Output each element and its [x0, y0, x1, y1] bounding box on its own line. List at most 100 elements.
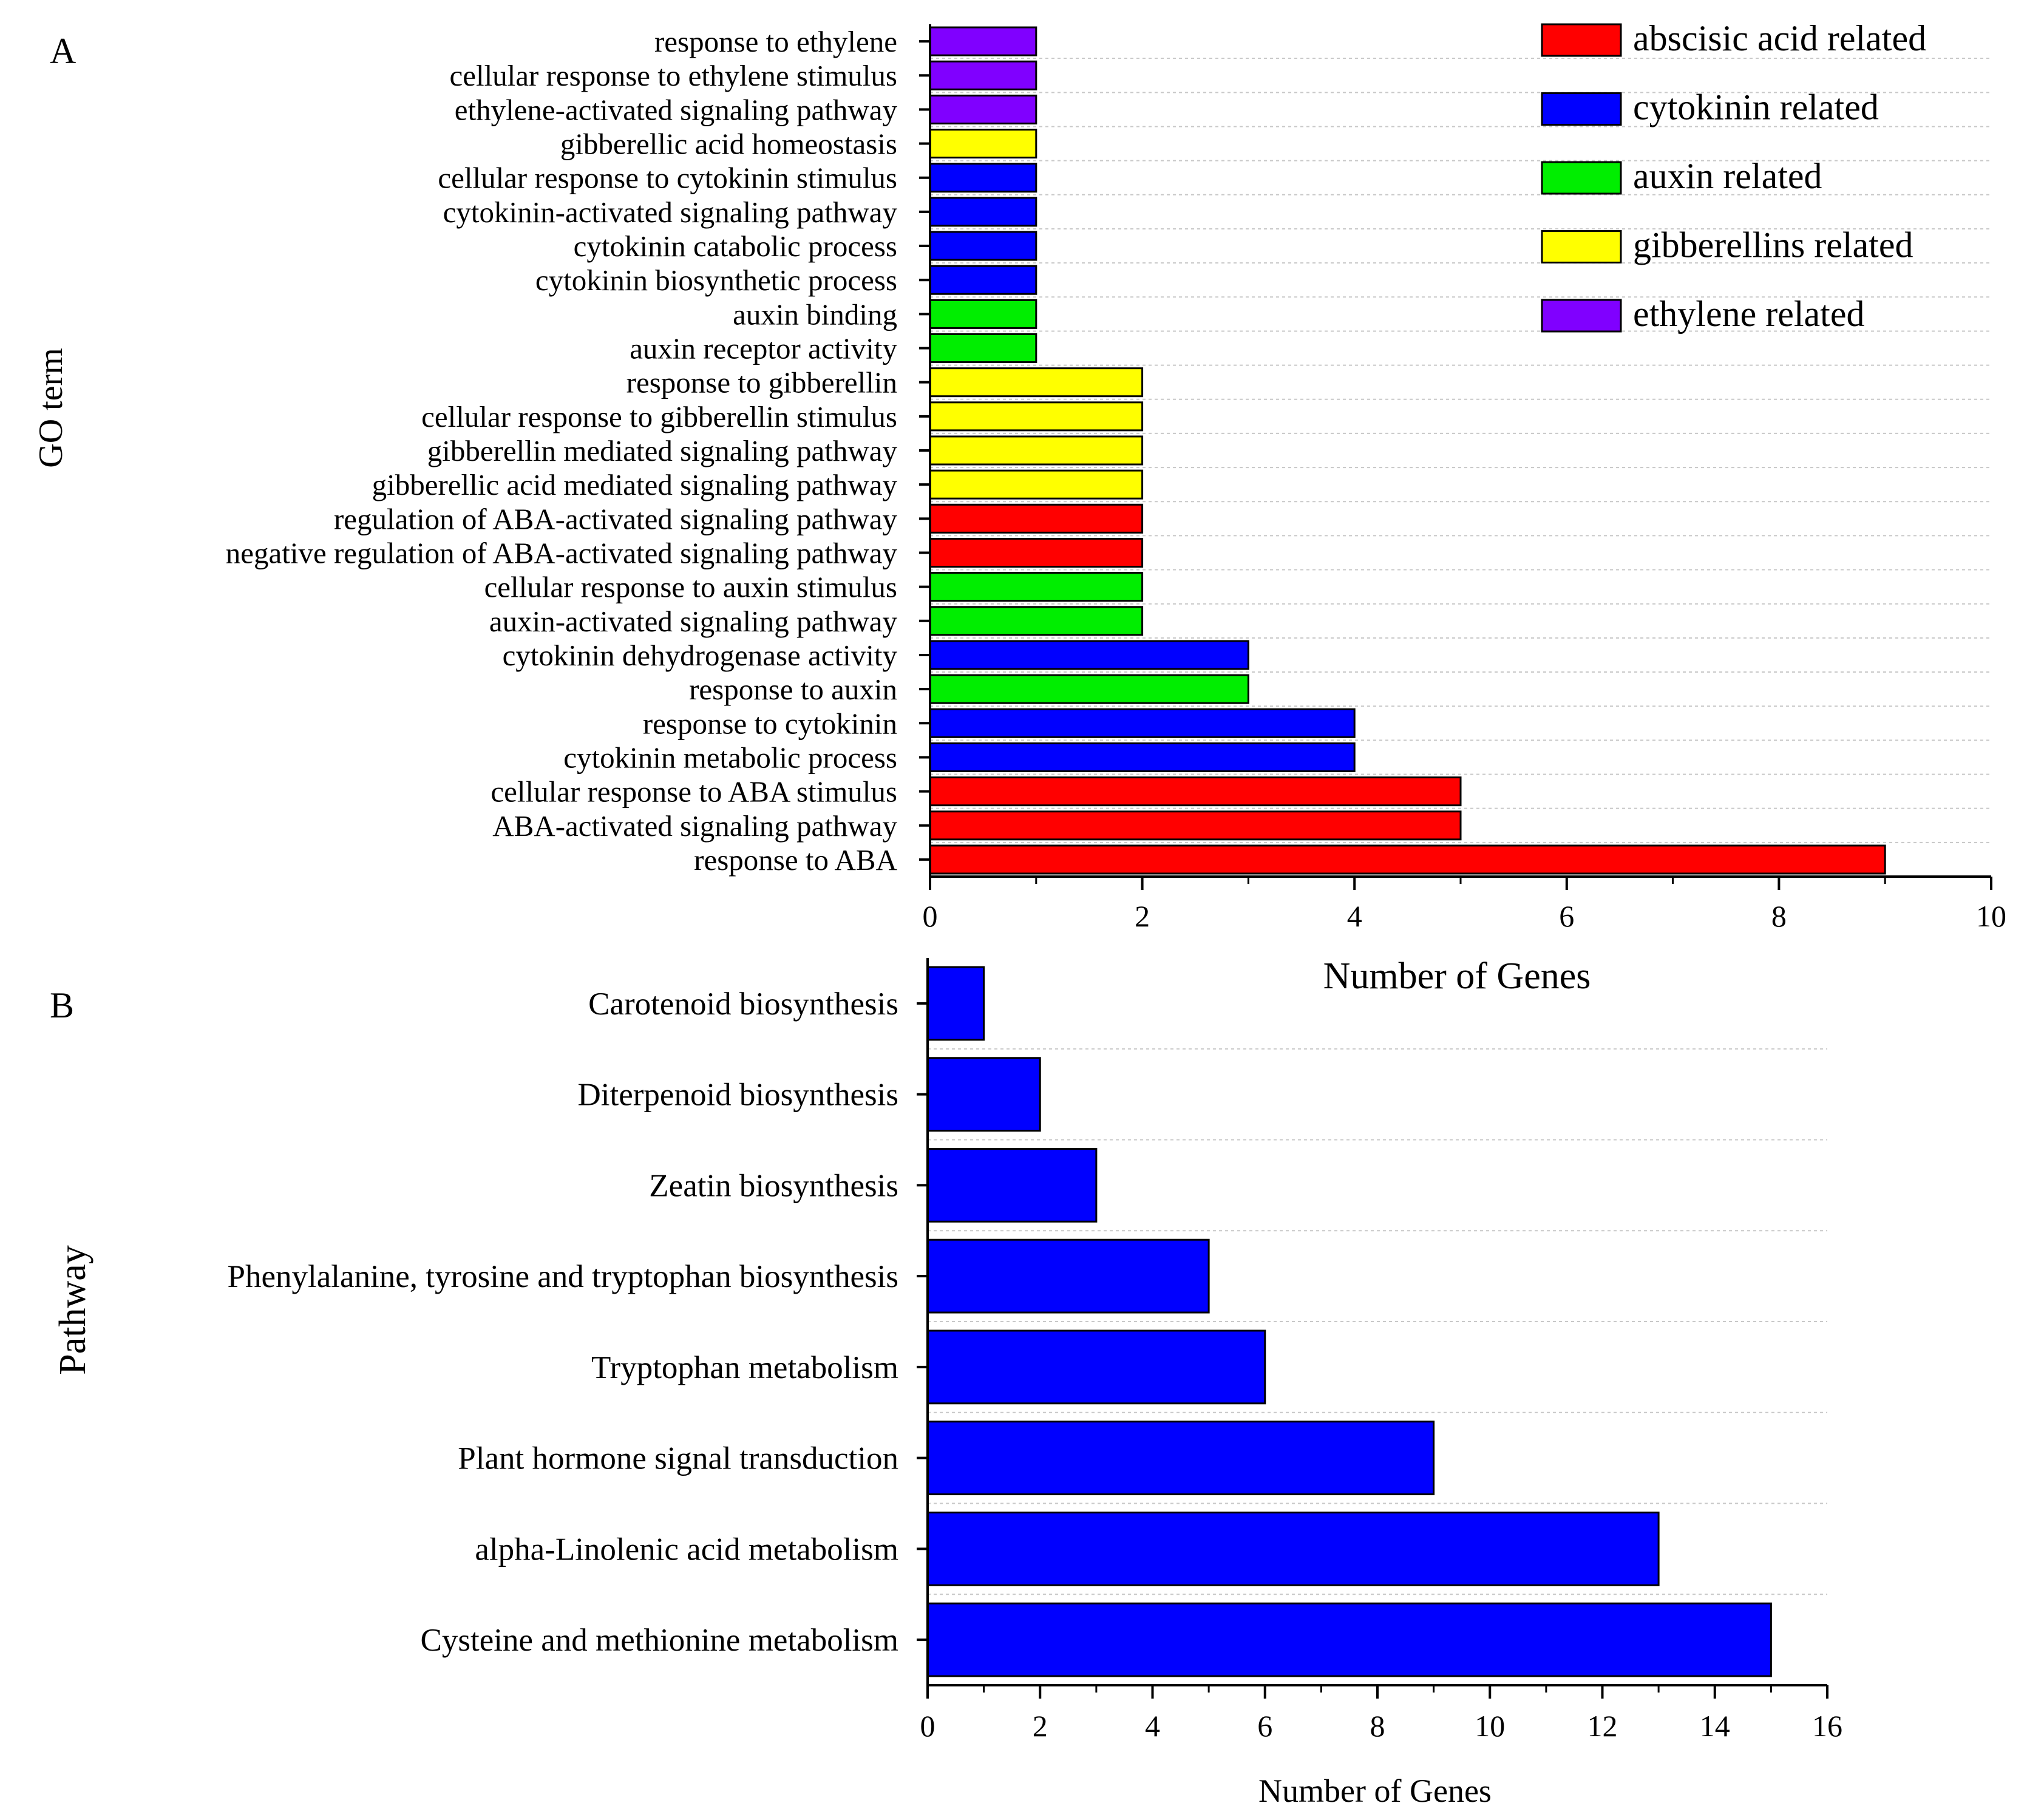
legend-label-gibberellins-related: gibberellins related — [1633, 225, 1913, 265]
category-label-response-to-auxin: response to auxin — [689, 673, 897, 706]
legend-swatch-auxin-related — [1541, 161, 1622, 195]
bar-cytokinin-activated-signaling-pathway — [929, 197, 1037, 227]
panel-a-bars — [929, 26, 1886, 875]
panel-b-x-tick-label: 6 — [1257, 1709, 1272, 1743]
panel-a-legend: abscisic acid related cytokinin related au… — [1541, 18, 1926, 334]
panel-b-label: B — [50, 985, 74, 1025]
category-label-regulation-of-aba-activated-signaling-pathway: regulation of ABA-activated signaling pa… — [334, 502, 898, 535]
category-label-response-to-ethylene: response to ethylene — [654, 25, 897, 58]
legend-swatch-cytokinin-related — [1541, 92, 1622, 126]
panel-b-x-tick-label: 14 — [1700, 1709, 1730, 1743]
bar-auxin-binding — [929, 299, 1037, 329]
category-label-auxin-activated-signaling-pathway: auxin-activated signaling pathway — [489, 605, 898, 638]
bar-tryptophan-metabolism — [926, 1329, 1266, 1405]
bar-gibberellic-acid-homeostasis — [929, 129, 1037, 159]
panel-a-label: A — [50, 31, 76, 71]
panel-b-x-tick-label: 10 — [1475, 1709, 1505, 1743]
panel-b-x-tick-labels: 0 2 4 6 8 10 12 14 16 — [920, 1709, 1843, 1743]
panel-a-x-tick-label: 8 — [1771, 899, 1787, 933]
legend-swatch-abscisic-acid-related — [1541, 23, 1622, 57]
panel-a-x-tick-label: 2 — [1135, 899, 1150, 933]
category-label-cellular-response-to-cytokinin-stimulus: cellular response to cytokinin stimulus — [438, 161, 897, 195]
bar-negative-regulation-of-aba-activated-signaling-pathway — [929, 537, 1144, 568]
category-label-diterpenoid-biosynthesis: Diterpenoid biosynthesis — [578, 1078, 898, 1113]
bar-cytokinin-catabolic-process — [929, 231, 1037, 261]
bar-response-to-cytokinin — [929, 708, 1356, 738]
bar-response-to-gibberellin — [929, 367, 1144, 398]
panel-b-x-tick-label: 4 — [1145, 1709, 1160, 1743]
category-label-phenylalanine-tyrosine-and-tryptophan-biosynthesis: Phenylalanine, tyrosine and tryptophan b… — [228, 1259, 898, 1294]
category-label-cellular-response-to-auxin-stimulus: cellular response to auxin stimulus — [484, 571, 897, 604]
category-label-carotenoid-biosynthesis: Carotenoid biosynthesis — [588, 986, 898, 1022]
panel-a-y-axis-label: GO term — [32, 348, 70, 468]
category-label-cytokinin-catabolic-process: cytokinin catabolic process — [574, 229, 897, 263]
panel-b-pathway-chart: B Pathway Carotenoid biosynthesis Diterpe… — [50, 958, 1842, 1809]
bar-carotenoid-biosynthesis — [926, 966, 985, 1041]
bar-regulation-of-aba-activated-signaling-pathway — [929, 503, 1144, 534]
panel-b-bars — [926, 966, 1772, 1677]
bar-cellular-response-to-auxin-stimulus — [929, 572, 1144, 602]
panel-a-x-tick-label: 6 — [1559, 899, 1574, 933]
category-label-cellular-response-to-ethylene-stimulus: cellular response to ethylene stimulus — [449, 59, 897, 92]
panel-a-axes — [919, 24, 1992, 890]
bar-auxin-activated-signaling-pathway — [929, 606, 1144, 636]
bar-cytokinin-dehydrogenase-activity — [929, 640, 1249, 670]
bar-gibberellic-acid-mediated-signaling-pathway — [929, 469, 1144, 500]
panel-b-x-tick-label: 8 — [1370, 1709, 1385, 1743]
panel-b-x-tick-label: 0 — [920, 1709, 935, 1743]
bar-phenylalanine-tyrosine-and-tryptophan-biosynthesis — [926, 1238, 1210, 1314]
panel-b-x-tick-label: 12 — [1587, 1709, 1618, 1743]
category-label-tryptophan-metabolism: Tryptophan metabolism — [591, 1350, 898, 1385]
panel-b-y-axis-label: Pathway — [52, 1245, 93, 1375]
legend-label-ethylene-related: ethylene related — [1633, 294, 1864, 334]
panel-a-x-tick-label: 4 — [1347, 899, 1362, 933]
category-label-auxin-receptor-activity: auxin receptor activity — [630, 332, 897, 365]
bar-aba-activated-signaling-pathway — [929, 810, 1462, 841]
bar-cellular-response-to-aba-stimulus — [929, 776, 1462, 807]
bar-alpha-linolenic-acid-metabolism — [926, 1511, 1660, 1586]
bar-cellular-response-to-ethylene-stimulus — [929, 60, 1037, 90]
legend-swatch-gibberellins-related — [1541, 230, 1622, 263]
bar-diterpenoid-biosynthesis — [926, 1057, 1041, 1132]
panel-a-x-axis-label: Number of Genes — [1323, 956, 1591, 997]
bar-cellular-response-to-gibberellin-stimulus — [929, 401, 1144, 432]
legend-label-abscisic-acid-related: abscisic acid related — [1633, 18, 1926, 58]
category-label-cysteine-and-methionine-metabolism: Cysteine and methionine metabolism — [421, 1623, 899, 1658]
category-label-gibberellic-acid-homeostasis: gibberellic acid homeostasis — [560, 127, 897, 161]
category-label-response-to-aba: response to ABA — [694, 843, 897, 877]
bar-response-to-auxin — [929, 674, 1249, 704]
bar-response-to-ethylene — [929, 26, 1037, 56]
category-label-cytokinin-metabolic-process: cytokinin metabolic process — [563, 741, 897, 774]
category-label-gibberellic-acid-mediated-signaling-pathway: gibberellic acid mediated signaling path… — [372, 468, 898, 501]
category-label-response-to-cytokinin: response to cytokinin — [643, 707, 897, 740]
bar-ethylene-activated-signaling-pathway — [929, 94, 1037, 124]
panel-b-x-tick-label: 16 — [1812, 1709, 1842, 1743]
bar-response-to-aba — [929, 844, 1886, 875]
bar-cellular-response-to-cytokinin-stimulus — [929, 163, 1037, 193]
category-label-gibberellin-mediated-signaling-pathway: gibberellin mediated signaling pathway — [427, 434, 898, 467]
panel-b-category-labels: Carotenoid biosynthesis Diterpenoid biosy… — [228, 986, 898, 1658]
category-label-alpha-linolenic-acid-metabolism: alpha-Linolenic acid metabolism — [475, 1532, 898, 1567]
category-label-auxin-binding: auxin binding — [733, 297, 897, 331]
legend-swatch-ethylene-related — [1541, 299, 1622, 333]
category-label-cellular-response-to-aba-stimulus: cellular response to ABA stimulus — [491, 775, 897, 809]
category-label-zeatin-biosynthesis: Zeatin biosynthesis — [649, 1168, 898, 1203]
category-label-cellular-response-to-gibberellin-stimulus: cellular response to gibberellin stimulu… — [421, 400, 897, 433]
category-label-cytokinin-dehydrogenase-activity: cytokinin dehydrogenase activity — [503, 639, 898, 672]
bar-cysteine-and-methionine-metabolism — [926, 1602, 1772, 1677]
panel-a-x-tick-labels: 0 2 4 6 8 10 — [923, 899, 2007, 933]
category-label-response-to-gibberellin: response to gibberellin — [626, 366, 897, 399]
panel-b-axes — [917, 958, 1828, 1699]
category-label-ethylene-activated-signaling-pathway: ethylene-activated signaling pathway — [455, 93, 898, 126]
category-label-cytokinin-activated-signaling-pathway: cytokinin-activated signaling pathway — [443, 195, 898, 229]
legend-label-cytokinin-related: cytokinin related — [1633, 87, 1879, 127]
category-label-aba-activated-signaling-pathway: ABA-activated signaling pathway — [492, 809, 897, 843]
bar-gibberellin-mediated-signaling-pathway — [929, 435, 1144, 466]
category-label-plant-hormone-signal-transduction: Plant hormone signal transduction — [458, 1441, 898, 1476]
bar-auxin-receptor-activity — [929, 333, 1037, 364]
bar-cytokinin-metabolic-process — [929, 742, 1356, 772]
panel-a-x-tick-label: 10 — [1976, 899, 2006, 933]
